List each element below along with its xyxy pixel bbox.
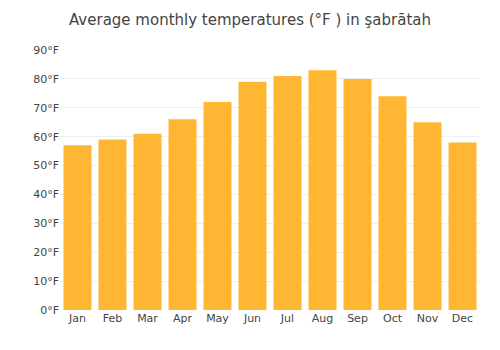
svg-text:40°F: 40°F [33, 188, 59, 201]
svg-text:Oct: Oct [383, 312, 403, 325]
svg-text:Jan: Jan [68, 312, 86, 325]
svg-text:Jun: Jun [243, 312, 261, 325]
svg-text:Nov: Nov [417, 312, 439, 325]
svg-text:60°F: 60°F [33, 131, 59, 144]
svg-text:Jul: Jul [280, 312, 294, 325]
svg-text:50°F: 50°F [33, 159, 59, 172]
svg-text:Dec: Dec [452, 312, 473, 325]
svg-text:Feb: Feb [103, 312, 122, 325]
svg-text:Average monthly temperatures (: Average monthly temperatures (°F ) in şa… [69, 11, 431, 29]
svg-text:20°F: 20°F [33, 246, 59, 259]
svg-text:Sep: Sep [347, 312, 368, 325]
svg-text:90°F: 90°F [33, 44, 59, 57]
svg-text:30°F: 30°F [33, 217, 59, 230]
svg-text:0°F: 0°F [40, 304, 59, 317]
svg-text:Aug: Aug [312, 312, 333, 325]
svg-text:70°F: 70°F [33, 102, 59, 115]
svg-text:Apr: Apr [173, 312, 193, 325]
svg-text:80°F: 80°F [33, 73, 59, 86]
svg-text:Mar: Mar [137, 312, 158, 325]
svg-text:10°F: 10°F [33, 275, 59, 288]
svg-text:May: May [206, 312, 229, 325]
